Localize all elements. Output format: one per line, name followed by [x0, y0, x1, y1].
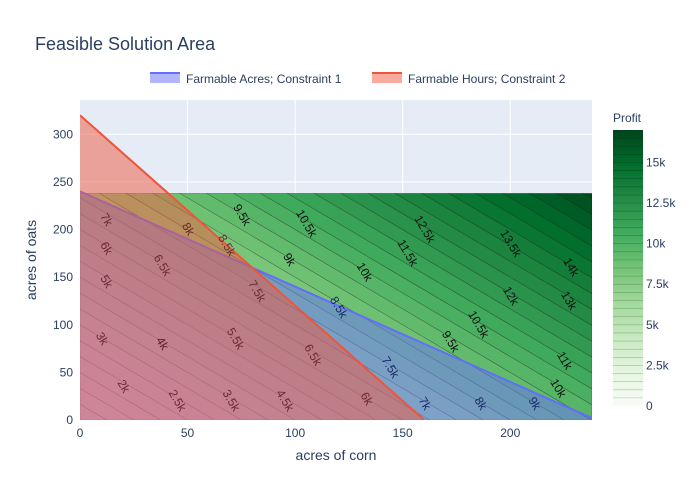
- x-axis-label: acres of corn: [296, 447, 377, 463]
- colorbar-tick-label: 2.5k: [646, 358, 670, 372]
- colorbar-tick-label: 15k: [646, 155, 666, 169]
- y-axis-ticks: 0 50 100 150 200 250 300: [53, 127, 73, 427]
- chart-title: Feasible Solution Area: [35, 34, 216, 54]
- legend: Farmable Acres; Constraint 1 Farmable Ho…: [150, 72, 566, 86]
- x-axis-ticks: 0 50 100 150 200: [77, 426, 521, 440]
- colorbar-tick-label: 0: [646, 399, 653, 413]
- colorbar-tick-label: 12.5k: [646, 196, 676, 210]
- colorbar-tick-label: 7.5k: [646, 277, 670, 291]
- colorbar-gradient: [613, 130, 643, 406]
- colorbar-title: Profit: [613, 111, 642, 125]
- constraint-line-2: [80, 114, 425, 420]
- y-tick-label: 200: [53, 223, 73, 237]
- colorbar-ticks: 0 2.5k 5k 7.5k 10k 12.5k 15k: [613, 137, 676, 413]
- colorbar: Profit 0 2.5k 5k 7.5k 10k 12.5k 15k: [613, 111, 676, 413]
- x-tick-label: 0: [77, 426, 84, 440]
- constraint-areas: [80, 114, 592, 420]
- legend-item-acres[interactable]: Farmable Acres; Constraint 1: [150, 72, 342, 86]
- y-tick-label: 150: [53, 270, 73, 284]
- colorbar-tick-label: 5k: [646, 318, 660, 332]
- y-tick-label: 50: [60, 365, 74, 379]
- legend-label-acres: Farmable Acres; Constraint 1: [186, 72, 342, 86]
- y-tick-label: 100: [53, 318, 73, 332]
- colorbar-tick-label: 10k: [646, 237, 666, 251]
- legend-item-hours[interactable]: Farmable Hours; Constraint 2: [372, 72, 566, 86]
- x-tick-label: 100: [285, 426, 305, 440]
- y-tick-label: 0: [66, 413, 73, 427]
- y-axis-label: acres of oats: [23, 220, 39, 300]
- y-tick-label: 300: [53, 127, 73, 141]
- x-tick-label: 200: [500, 426, 520, 440]
- legend-label-hours: Farmable Hours; Constraint 2: [408, 72, 566, 86]
- x-tick-label: 50: [181, 426, 195, 440]
- contour-band: [582, 193, 592, 199]
- y-tick-label: 250: [53, 175, 73, 189]
- x-tick-label: 150: [393, 426, 413, 440]
